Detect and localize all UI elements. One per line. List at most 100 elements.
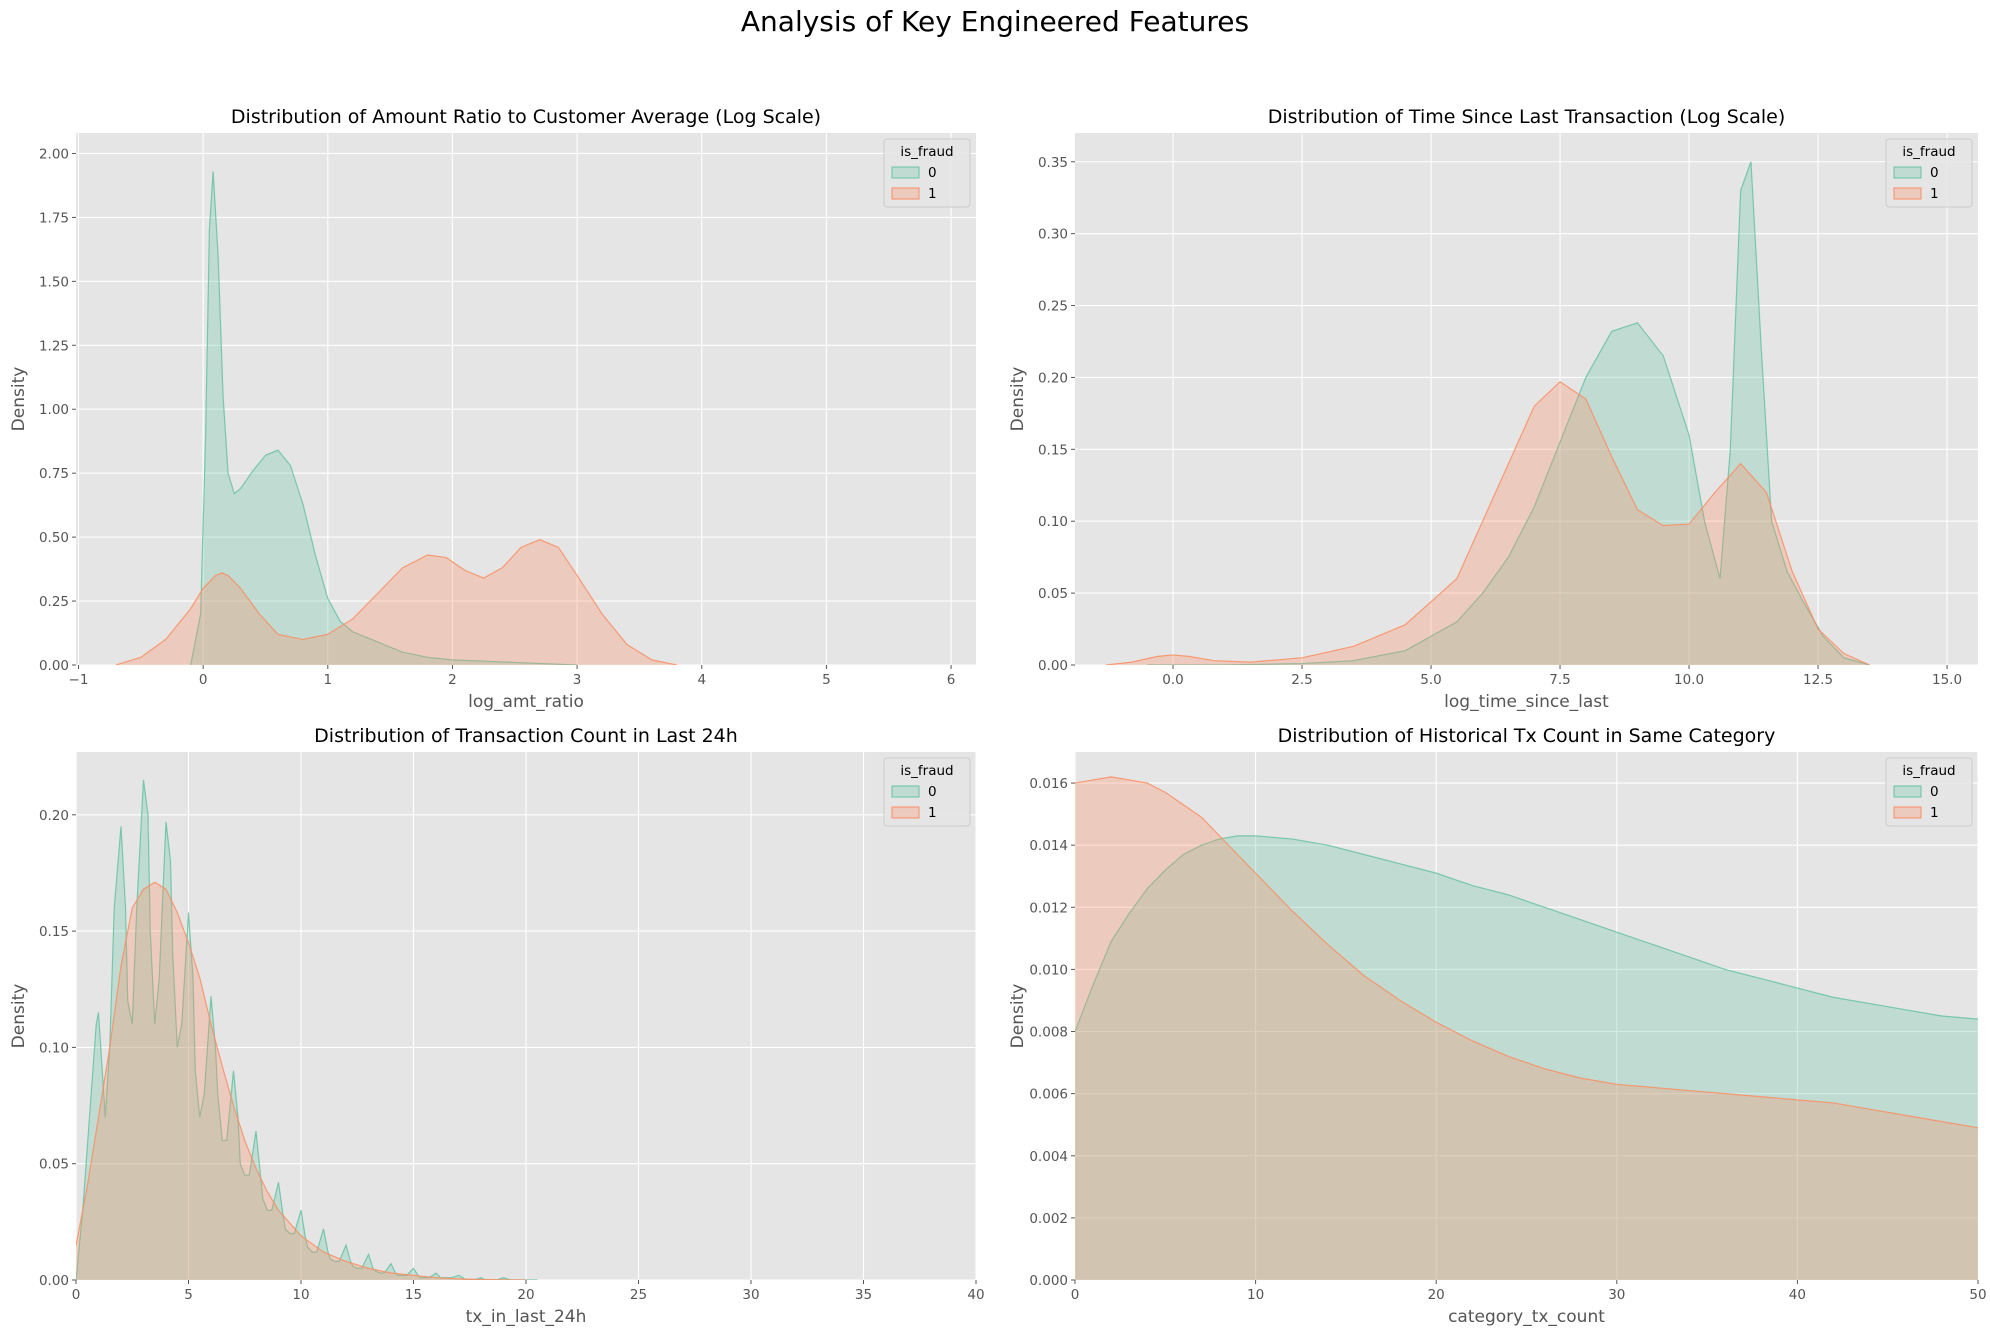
x-tick-label: 10 [1247, 1287, 1264, 1303]
series-1-area [1105, 381, 1870, 665]
y-tick-label: 0.012 [1029, 900, 1068, 916]
y-tick-label: 0.10 [1038, 514, 1068, 530]
x-tick-label: 20 [517, 1287, 534, 1303]
y-tick-label: 0.50 [39, 530, 69, 546]
x-axis-label: tx_in_last_24h [466, 1307, 587, 1327]
legend-title: is_fraud [900, 144, 953, 160]
y-tick-label: 2.00 [39, 146, 69, 162]
subplot-4: 0 10 20 30 40 500.0000.0020.0040.0060.0080.01… [1008, 725, 1987, 1327]
legend-entry-0: 0 [928, 784, 937, 800]
y-tick-label: 0.00 [39, 658, 69, 674]
legend-swatch-1 [1893, 187, 1922, 200]
series-0-area [1147, 161, 1870, 665]
gridlines [76, 133, 976, 666]
legend-frame [883, 757, 971, 827]
x-tick-label: 7.5 [1549, 672, 1570, 688]
y-tick-label: 0.002 [1029, 1211, 1068, 1227]
legend: is_fraud 0 1 [1885, 757, 1973, 827]
y-tick-label: 0.008 [1029, 1025, 1068, 1041]
x-tick-label: 20 [1428, 1287, 1445, 1303]
legend-entry-1: 1 [1930, 805, 1939, 821]
y-tick-label: 0.006 [1029, 1087, 1068, 1103]
series-1-area [115, 539, 677, 665]
series-1-area [1075, 776, 1978, 1280]
legend: is_fraud 0 1 [883, 138, 971, 208]
x-axis-label: category_tx_count [1448, 1307, 1605, 1327]
x-tick-label: 30 [742, 1287, 759, 1303]
legend-swatch-0 [891, 785, 920, 798]
y-axis-label: Density [9, 367, 29, 432]
series-0-area [1075, 835, 1978, 1280]
legend-title: is_fraud [1902, 144, 1955, 160]
x-tick-label: 0 [199, 672, 208, 688]
x-tick-label: 2 [448, 672, 457, 688]
legend-swatch-0 [1893, 166, 1922, 179]
legend-entry-1: 1 [928, 805, 937, 821]
y-tick-label: 1.75 [39, 210, 69, 226]
x-tick-label: 10.0 [1674, 672, 1704, 688]
y-tick-label: 0.000 [1029, 1273, 1068, 1289]
y-tick-label: 0.35 [1038, 155, 1068, 171]
series-1-line [1075, 776, 1978, 1129]
subplot-1: −1 0 1 2 3 4 5 6 0.00 0.25 0.50 0.75 1.00 1.25 1.50 1.7… [9, 106, 976, 712]
legend: is_fraud 0 1 [1885, 138, 1973, 208]
legend-swatch-0 [1893, 785, 1922, 798]
y-axis-label: Density [1008, 984, 1028, 1049]
plot-area [1075, 752, 1978, 1280]
x-tick-label: 35 [855, 1287, 872, 1303]
x-tick-label: 10 [292, 1287, 309, 1303]
legend-swatch-1 [891, 187, 920, 200]
legend-frame [1885, 757, 1973, 827]
y-axis-label: Density [1008, 367, 1028, 432]
subplot-grid: −1 0 1 2 3 4 5 60.000.250.500.751.001.251.501.7… [9, 106, 1987, 1327]
series-group [115, 171, 677, 665]
x-tick-label: 2.5 [1291, 672, 1312, 688]
x-tick-label: 1 [324, 672, 333, 688]
x-tick-label: 5.0 [1420, 672, 1441, 688]
legend-swatch-1 [1893, 806, 1922, 819]
y-tick-label: 1.25 [39, 338, 69, 354]
subplot-title: Distribution of Historical Tx Count in S… [1278, 725, 1776, 747]
x-tick-label: −1 [69, 672, 89, 688]
series-0-area [76, 779, 538, 1280]
x-tick-label: 25 [630, 1287, 647, 1303]
legend-swatch-0 [891, 166, 920, 179]
y-tick-label: 1.50 [39, 274, 69, 290]
x-tick-label: 0.0 [1162, 672, 1183, 688]
x-tick-label: 6 [947, 672, 956, 688]
x-tick-label: 40 [1789, 1287, 1806, 1303]
series-0-line [190, 171, 578, 665]
x-tick-label: 15 [405, 1287, 422, 1303]
y-axis-label: Density [9, 984, 29, 1049]
legend-entry-0: 0 [1930, 784, 1939, 800]
x-tick-label: 4 [697, 672, 706, 688]
plot-area [1075, 133, 1978, 665]
subplot-title: Distribution of Time Since Last Transact… [1268, 106, 1786, 128]
legend-frame [1885, 138, 1973, 208]
x-tick-label: 5 [822, 672, 831, 688]
subplot-title: Distribution of Amount Ratio to Customer… [231, 106, 821, 128]
legend-entry-0: 0 [1930, 165, 1939, 181]
subplot-title: Distribution of Transaction Count in Las… [314, 725, 738, 747]
y-tick-label: 0.30 [1038, 227, 1068, 243]
y-tick-label: 0.75 [39, 466, 69, 482]
y-tick-label: 1.00 [39, 402, 69, 418]
x-tick-label: 15.0 [1932, 672, 1962, 688]
y-tick-label: 0.016 [1029, 776, 1068, 792]
y-tick-label: 0.15 [1038, 442, 1068, 458]
y-tick-label: 0.05 [39, 1157, 69, 1173]
series-1-line [76, 881, 527, 1280]
y-tick-label: 0.00 [39, 1273, 69, 1289]
series-group [1075, 776, 1978, 1280]
y-tick-label: 0.25 [39, 594, 69, 610]
series-group [1105, 161, 1870, 665]
y-tick-label: 0.00 [1038, 658, 1068, 674]
legend-title: is_fraud [900, 763, 953, 779]
y-tick-label: 0.20 [39, 808, 69, 824]
y-tick-label: 0.004 [1029, 1149, 1068, 1165]
series-0-line [1075, 835, 1978, 1032]
legend-entry-0: 0 [928, 165, 937, 181]
x-tick-label: 5 [184, 1287, 193, 1303]
x-tick-label: 12.5 [1803, 672, 1833, 688]
